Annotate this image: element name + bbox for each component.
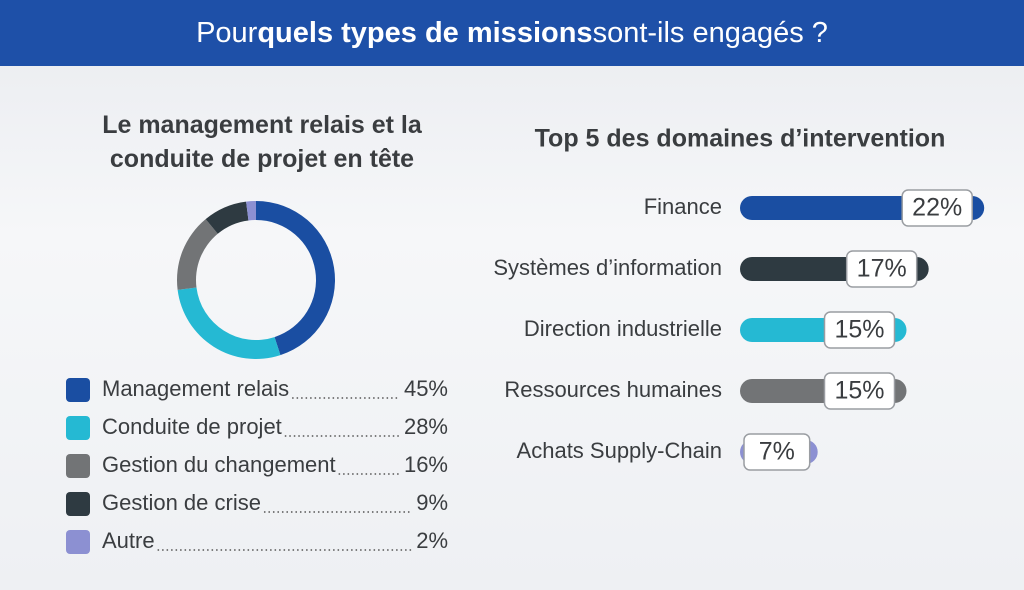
value-label: 2%	[416, 528, 448, 553]
value-label: 7%	[759, 438, 795, 466]
header: Pour quels types de missions sont-ils en…	[0, 0, 1024, 66]
value-box	[823, 311, 896, 349]
category-label: Ressources humaines	[504, 377, 722, 402]
legend-label: Autre	[102, 528, 155, 553]
value-box	[901, 189, 973, 227]
title-part: Pour	[196, 16, 258, 49]
value-label: 15%	[834, 316, 884, 344]
category-label: Achats Supply-Chain	[517, 438, 722, 463]
value-label: 17%	[857, 255, 907, 283]
legend-label: Management relais	[102, 376, 289, 401]
value-label: 16%	[404, 452, 448, 477]
legend-swatch	[66, 416, 90, 440]
title-line: Le management relais et la	[102, 111, 423, 139]
legend-label: Conduite de projet	[102, 414, 282, 439]
value-label: 28%	[404, 414, 448, 439]
value-label: 45%	[404, 376, 448, 401]
legend-label: Gestion de crise	[102, 490, 261, 515]
category-label: Finance	[644, 194, 722, 219]
donut-slice	[256, 201, 335, 356]
donut-slice	[205, 201, 249, 234]
value-box	[743, 433, 811, 471]
title-line: conduite de projet en tête	[110, 145, 414, 173]
value-box	[845, 250, 918, 288]
donut-slice	[176, 219, 218, 290]
legend-swatch	[66, 530, 90, 554]
legend-swatch	[66, 492, 90, 516]
chart-title: Le management relais et la conduite de pr…	[102, 111, 423, 173]
donut-slice	[246, 201, 256, 221]
legend-swatch	[66, 454, 90, 478]
title-part: quels types de missions	[257, 16, 593, 49]
chart-title: Top 5 des domaines d’intervention	[535, 125, 946, 153]
category-label: Direction industrielle	[524, 316, 722, 341]
title-part: sont-ils engagés ?	[592, 16, 828, 49]
donut-slice	[177, 287, 281, 360]
value-label: 15%	[834, 377, 884, 405]
value-box	[823, 372, 896, 410]
legend-label: Gestion du changement	[102, 452, 336, 477]
legend-swatch	[66, 378, 90, 402]
value-label: 22%	[912, 194, 962, 222]
value-label: 9%	[416, 490, 448, 515]
category-label: Systèmes d’information	[493, 255, 722, 280]
